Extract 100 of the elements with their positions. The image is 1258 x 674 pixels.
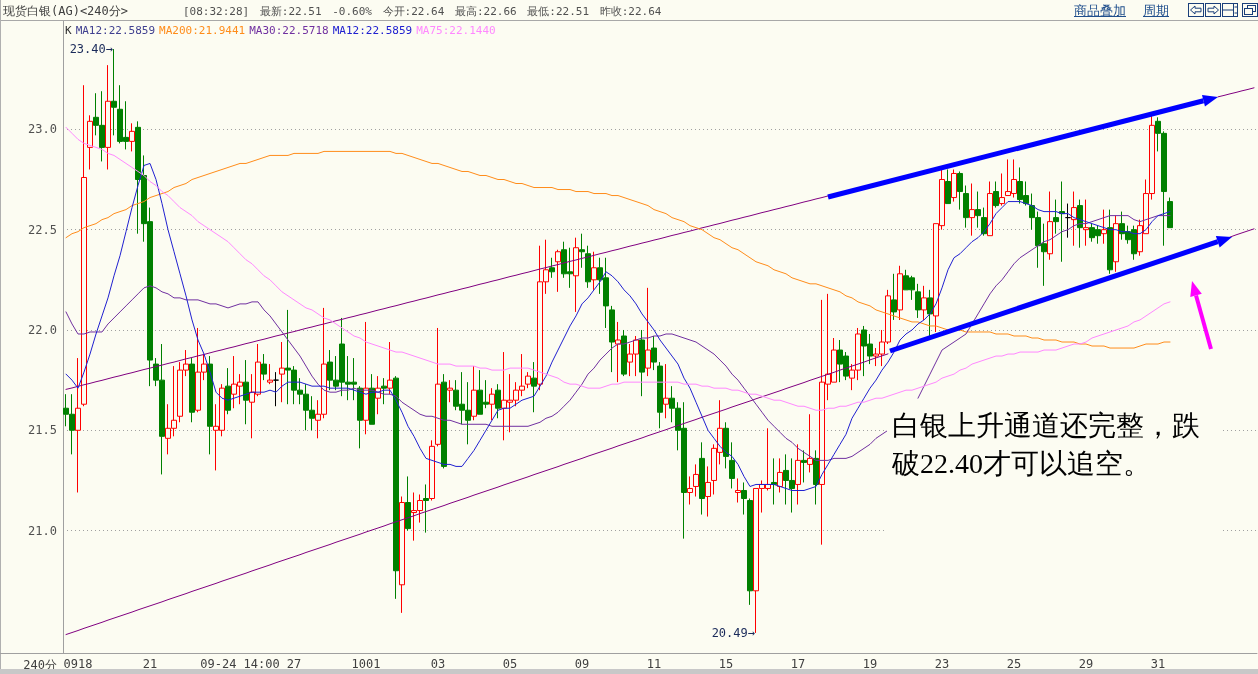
text: MA75:22.1440	[416, 24, 496, 37]
candlestick	[525, 371, 531, 389]
chart-subtitle: [08:32:28] 最新:22.51 -0.60% 今开:22.64 最高:22.66 最低:22.51 昨收:22.64	[183, 4, 662, 19]
candlestick	[531, 361, 537, 413]
text: MA12:22.5859	[332, 24, 413, 37]
y-tick-label: 23.0	[28, 122, 57, 137]
candlestick	[207, 355, 213, 455]
candlestick	[105, 64, 111, 170]
candlestick	[963, 185, 969, 229]
candlestick	[945, 168, 951, 205]
candlestick	[555, 249, 561, 293]
line-series	[65, 150, 1171, 349]
x-tick-label: 21	[142, 657, 158, 671]
candlestick	[549, 257, 555, 279]
candlestick	[729, 441, 735, 489]
x-tick-label: 03	[430, 657, 446, 671]
candlestick	[573, 237, 579, 313]
y-tick-label: 22.0	[28, 322, 57, 337]
candlestick	[1053, 199, 1059, 235]
candlestick	[705, 465, 711, 518]
candlestick	[369, 373, 375, 425]
candlestick	[1059, 181, 1065, 263]
candlestick	[267, 363, 273, 385]
candlestick	[1065, 203, 1071, 239]
candlestick	[423, 483, 429, 534]
candlestick	[795, 443, 801, 506]
candlestick	[801, 449, 807, 483]
candlestick	[273, 371, 279, 407]
candlestick	[747, 498, 753, 606]
candlestick	[915, 283, 921, 319]
x-tick-label: 09-24 14:00	[200, 657, 280, 671]
y-tick-label: 21.5	[28, 423, 57, 438]
candlestick	[585, 245, 591, 289]
candlestick	[111, 48, 117, 136]
candlestick	[999, 172, 1005, 207]
candlestick	[279, 341, 285, 403]
candlestick	[969, 183, 975, 237]
candlestick	[243, 359, 249, 425]
candlestick	[75, 357, 81, 493]
y-tick-label: 21.0	[28, 523, 57, 538]
candlestick	[723, 421, 729, 469]
candlestick	[975, 191, 981, 229]
candlestick	[1077, 199, 1083, 249]
candlestick	[741, 481, 747, 516]
candlestick	[81, 84, 87, 407]
candlestick	[987, 181, 993, 237]
candlestick	[891, 273, 897, 321]
candlestick	[621, 329, 627, 377]
x-tick-label: 0918	[63, 657, 93, 671]
x-tick-label: 23	[934, 657, 950, 671]
candlestick	[363, 321, 369, 435]
candlestick	[435, 327, 441, 447]
candlestick	[1107, 209, 1113, 275]
candlestick	[429, 439, 435, 502]
legend-label: MA12:22.5859	[75, 24, 156, 37]
x-tick-label: 11	[646, 657, 662, 671]
candlestick	[639, 329, 645, 397]
text: 周期	[1143, 2, 1169, 20]
candlestick	[471, 365, 477, 421]
y-tick-label: 22.5	[28, 222, 57, 237]
annotation: 20.49→	[711, 625, 755, 640]
x-tick-label: 29	[1078, 657, 1094, 671]
candlestick	[1113, 215, 1119, 273]
candlestick	[657, 361, 663, 429]
candlestick	[399, 496, 405, 614]
candlestick	[489, 387, 495, 421]
candlestick	[189, 357, 195, 423]
candlestick	[387, 341, 393, 395]
candlestick	[495, 383, 501, 419]
candlestick	[225, 367, 231, 415]
x-tick-label: 17	[790, 657, 806, 671]
candlestick	[777, 457, 783, 493]
candlestick	[1071, 191, 1077, 247]
candlestick	[405, 475, 411, 532]
candlestick	[699, 441, 705, 516]
chart-title: 现货白银(AG)<240分>	[3, 3, 129, 20]
text: MA30:22.5718	[249, 24, 329, 37]
candlestick	[87, 114, 93, 170]
candlestick	[663, 363, 669, 419]
candlestick	[957, 170, 963, 211]
candlestick	[615, 321, 621, 383]
candlestick	[609, 305, 615, 373]
text: 商品叠加	[1074, 2, 1126, 20]
candlestick	[693, 463, 699, 497]
candlestick	[651, 335, 657, 371]
candlestick	[579, 233, 585, 269]
candlestick	[261, 353, 267, 381]
candlestick	[927, 289, 933, 337]
candlestick	[645, 287, 651, 377]
candlestick	[381, 377, 387, 405]
x-tick-label: 09	[574, 657, 590, 671]
annotation: 23.40→	[69, 42, 113, 57]
candlestick	[951, 168, 957, 203]
candlestick	[735, 477, 741, 504]
x-tick-label: 31	[1150, 657, 1166, 671]
candlestick	[687, 475, 693, 506]
candlestick	[129, 122, 135, 152]
candlestick	[897, 265, 903, 321]
candlestick	[1083, 199, 1089, 247]
candlestick	[1101, 209, 1107, 245]
